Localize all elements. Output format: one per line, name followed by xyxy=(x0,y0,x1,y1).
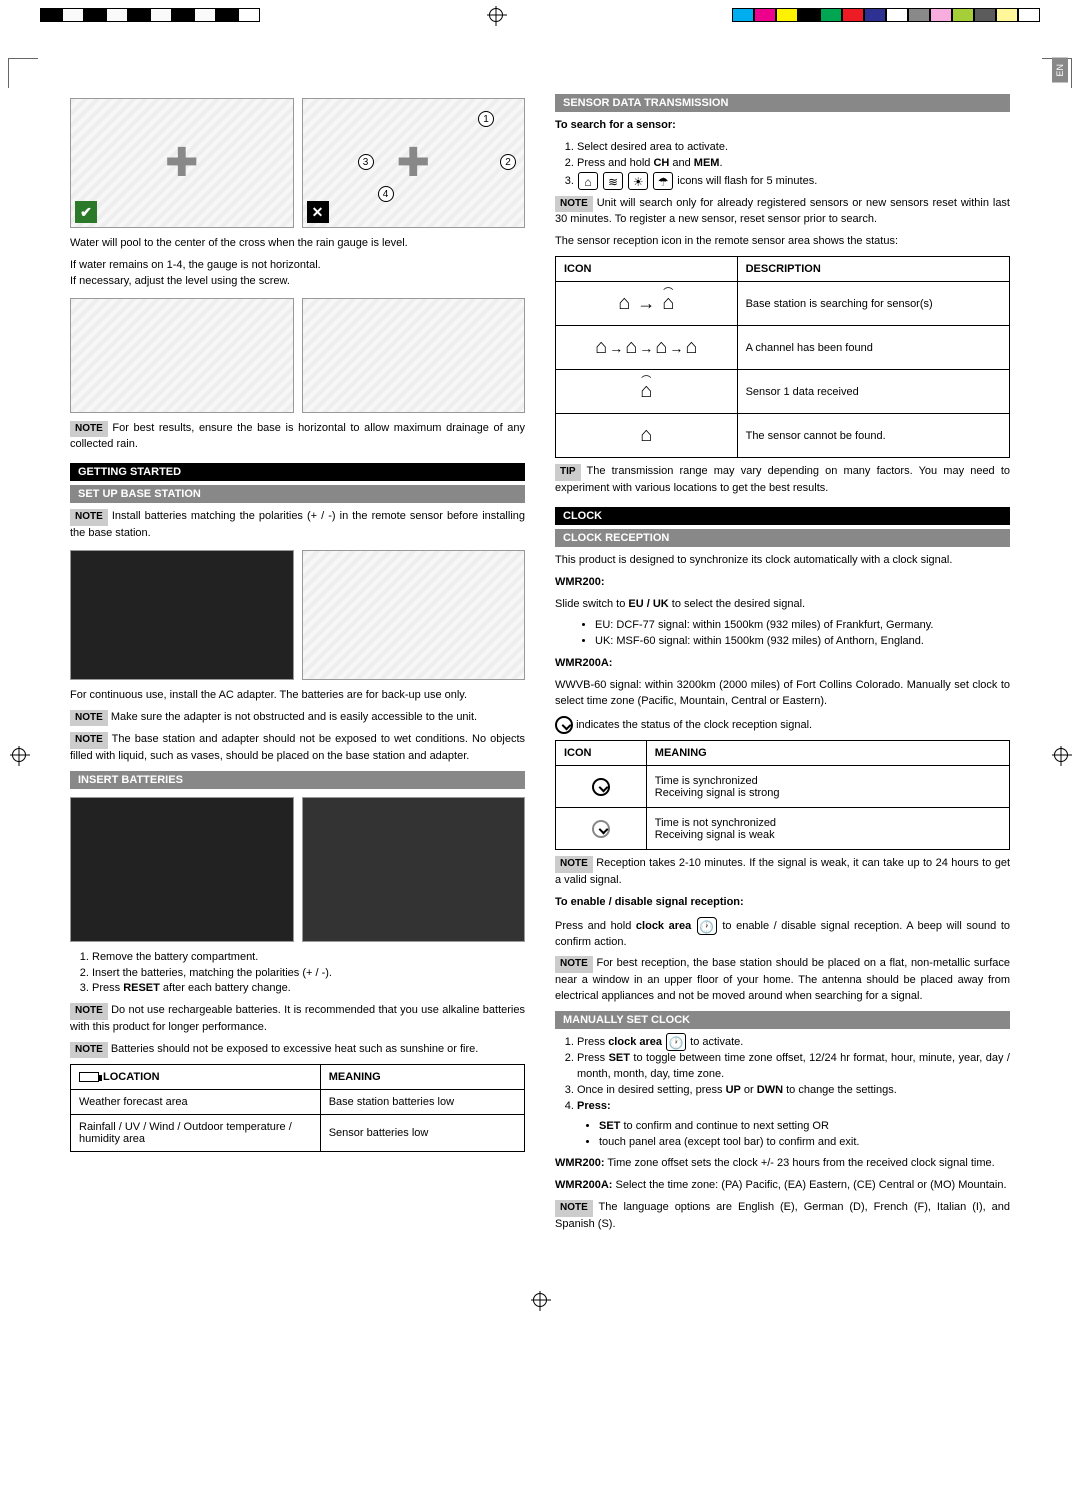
table-row: Weather forecast area Base station batte… xyxy=(71,1090,525,1115)
clock-icon-table: ICON MEANING Time is synchronizedReceivi… xyxy=(555,740,1010,850)
enable-disable-text: Press and hold clock area 🕐 to enable / … xyxy=(555,917,1010,951)
note-language: NOTE The language options are English (E… xyxy=(555,1200,1010,1232)
note-search: NOTE Unit will search only for already r… xyxy=(555,196,1010,228)
insert-batteries-steps: Remove the battery compartment. Insert t… xyxy=(70,950,525,998)
clock-reception-header: CLOCK RECEPTION xyxy=(555,529,1010,547)
note-install-batteries: NOTE Install batteries matching the pola… xyxy=(70,509,525,541)
getting-started-header: GETTING STARTED xyxy=(70,463,525,481)
table-row: Time is not synchronizedReceiving signal… xyxy=(556,808,1010,850)
right-column: SENSOR DATA TRANSMISSION To search for a… xyxy=(555,90,1010,1239)
note-wet: NOTE The base station and adapter should… xyxy=(70,732,525,764)
clock-intro: This product is designed to synchronize … xyxy=(555,553,1010,569)
search-sensor-title: To search for a sensor: xyxy=(555,118,1010,134)
gauge-level-text: Water will pool to the center of the cro… xyxy=(70,236,525,252)
battery-icon xyxy=(79,1072,99,1082)
note-reception-time: NOTE Reception takes 2-10 minutes. If th… xyxy=(555,856,1010,888)
top-registration-bar xyxy=(0,8,1080,22)
insert-batteries-header: INSERT BATTERIES xyxy=(70,771,525,789)
table-row: ⌂ → ⌂⌒ Base station is searching for sen… xyxy=(556,282,1010,326)
tip-range: TIP The transmission range may vary depe… xyxy=(555,464,1010,496)
search-sensor-steps: Select desired area to activate. Press a… xyxy=(555,140,1010,190)
table-row: ⌂⌒ Sensor 1 data received xyxy=(556,370,1010,414)
sensor-data-header: SENSOR DATA TRANSMISSION xyxy=(555,94,1010,112)
reception-intro: The sensor reception icon in the remote … xyxy=(555,234,1010,250)
continuous-use-text: For continuous use, install the AC adapt… xyxy=(70,688,525,704)
note-rechargeable: NOTE Do not use rechargeable batteries. … xyxy=(70,1003,525,1035)
language-tab: EN xyxy=(1052,58,1068,83)
enable-disable-title: To enable / disable signal reception: xyxy=(555,895,1010,911)
sensor-reception-table: ICON DESCRIPTION ⌂ → ⌂⌒ Base station is … xyxy=(555,256,1010,458)
wmr200a-zones: WMR200A: Select the time zone: (PA) Paci… xyxy=(555,1178,1010,1194)
gauge-not-horizontal: If water remains on 1-4, the gauge is no… xyxy=(70,258,525,290)
left-column: ✚ ✔ ✚ 1 2 3 4 ✕ Water will pool to the c… xyxy=(70,90,525,1239)
clock-header: CLOCK xyxy=(555,507,1010,525)
table-row: Time is synchronizedReceiving signal is … xyxy=(556,766,1010,808)
setup-base-station-header: SET UP BASE STATION xyxy=(70,485,525,503)
wmr200-slide: Slide switch to EU / UK to select the de… xyxy=(555,597,1010,613)
sun-icon: ☀ xyxy=(628,172,648,190)
registration-target-right xyxy=(1054,748,1068,762)
wmr200a-text: WWVB-60 signal: within 3200km (2000 mile… xyxy=(555,678,1010,710)
rain-gauge-level-images: ✚ ✔ ✚ 1 2 3 4 ✕ xyxy=(70,98,525,228)
clock-reception-icon xyxy=(555,716,573,734)
home-icon: ⌂ xyxy=(578,172,598,190)
cross-icon: ✕ xyxy=(307,201,329,223)
note-best-reception: NOTE For best reception, the base statio… xyxy=(555,956,1010,1004)
registration-target-bottom xyxy=(533,1293,547,1307)
clock-area-icon: 🕐 xyxy=(697,917,717,935)
registration-target-left xyxy=(12,748,26,762)
note-adapter: NOTE Make sure the adapter is not obstru… xyxy=(70,710,525,727)
manually-set-clock-header: MANUALLY SET CLOCK xyxy=(555,1011,1010,1029)
clock-icon-status: indicates the status of the clock recept… xyxy=(555,716,1010,734)
base-station-images xyxy=(70,550,525,680)
manual-clock-steps: Press clock area 🕐 to activate. Press SE… xyxy=(555,1033,1010,1151)
gauge-base-images xyxy=(70,298,525,413)
battery-location-table: LOCATION MEANING Weather forecast area B… xyxy=(70,1064,525,1152)
note-heat: NOTE Batteries should not be exposed to … xyxy=(70,1042,525,1059)
clock-area-icon: 🕐 xyxy=(666,1033,686,1051)
registration-target-top xyxy=(489,8,503,22)
insert-batteries-images xyxy=(70,797,525,942)
note-label: NOTE xyxy=(70,421,108,438)
note-drainage: NOTE For best results, ensure the base i… xyxy=(70,421,525,453)
wmr200-offset: WMR200: Time zone offset sets the clock … xyxy=(555,1156,1010,1172)
wmr200-label: WMR200: xyxy=(555,575,1010,591)
table-row: ⌂ The sensor cannot be found. xyxy=(556,414,1010,458)
wmr200a-label: WMR200A: xyxy=(555,656,1010,672)
wind-icon: ≋ xyxy=(603,172,623,190)
tip-label: TIP xyxy=(555,464,581,481)
signal-bullets: EU: DCF-77 signal: within 1500km (932 mi… xyxy=(555,618,1010,650)
table-row: ⌂→⌂→⌂→⌂ A channel has been found xyxy=(556,326,1010,370)
rain-icon: ☂ xyxy=(653,172,673,190)
table-row: Rainfall / UV / Wind / Outdoor temperatu… xyxy=(71,1115,525,1152)
page-content: ✚ ✔ ✚ 1 2 3 4 ✕ Water will pool to the c… xyxy=(0,30,1080,1289)
check-icon: ✔ xyxy=(75,201,97,223)
